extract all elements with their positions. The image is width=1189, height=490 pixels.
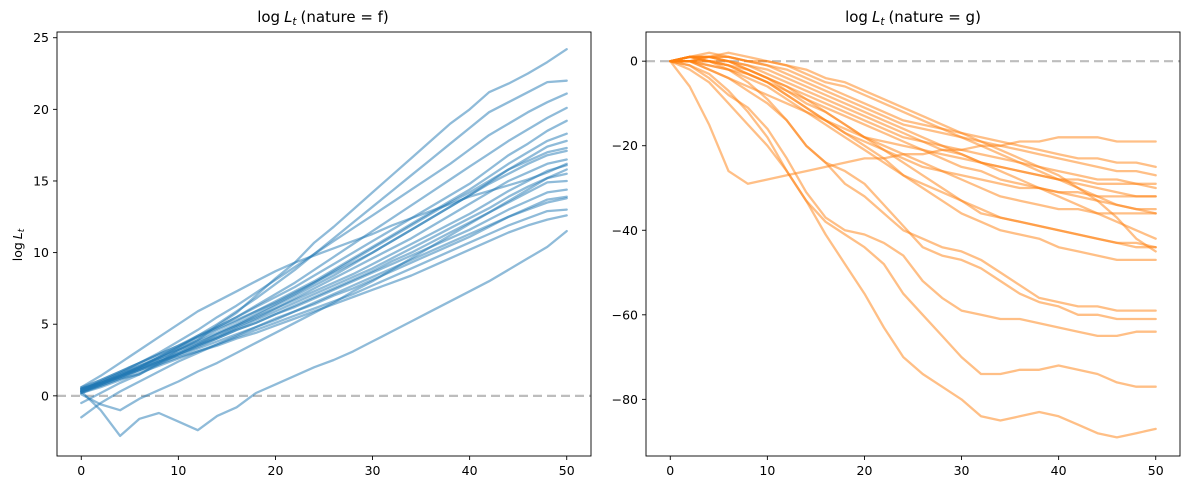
left-y-tick-label: 15 <box>33 173 49 188</box>
right-series-line-18 <box>669 55 1157 240</box>
left-axes-frame <box>56 31 592 457</box>
right-y-tick-label: −20 <box>612 138 638 153</box>
left-title-nature: (nature = f) <box>301 8 389 26</box>
left-y-tick-label: 5 <box>41 317 49 332</box>
left-x-tick-label: 30 <box>365 463 381 478</box>
right-y-tick-label: −80 <box>612 392 638 407</box>
left-y-tick-label: 0 <box>41 388 49 403</box>
right-title-log: log <box>845 8 868 26</box>
left-title-L: L <box>284 8 292 26</box>
left-series-line-11 <box>80 164 568 393</box>
left-series-line-18 <box>80 229 568 438</box>
left-series-line-6 <box>80 132 568 390</box>
right-x-tick-label: 50 <box>1148 463 1164 478</box>
right-series-line-5 <box>669 55 1157 321</box>
left-series-lines <box>80 48 568 438</box>
left-x-tick-label: 0 <box>77 463 85 478</box>
left-title-log: log <box>257 8 280 26</box>
right-title-nature: (nature = g) <box>888 8 980 26</box>
right-series-line-2 <box>669 60 1157 439</box>
left-x-tick-label: 10 <box>170 463 186 478</box>
right-series-line-6 <box>669 60 1157 312</box>
right-series-line-16 <box>669 55 1157 253</box>
left-y-tick-label: 20 <box>33 102 49 117</box>
left-x-tick-label: 20 <box>268 463 284 478</box>
right-series-lines <box>669 51 1157 439</box>
right-axes-panel: log Lt (nature = g) 0 10 20 30 40 50 0 −20 −40 −60 −… <box>612 8 1181 478</box>
right-series-line-3 <box>669 60 1157 388</box>
left-ylabel-log: log <box>10 242 25 261</box>
right-y-tick-label: −60 <box>612 307 638 322</box>
right-x-tick-label: 40 <box>1051 463 1067 478</box>
left-axes-title: log Lt (nature = f) <box>257 8 389 28</box>
left-ylabel-L: L <box>10 232 25 239</box>
right-axes-title: log Lt (nature = g) <box>845 8 981 28</box>
right-title-L: L <box>872 8 880 26</box>
right-ticks: 0 10 20 30 40 50 0 −20 −40 −60 −80 <box>612 54 1164 478</box>
right-series-line-19 <box>669 60 1157 190</box>
right-y-tick-label: −40 <box>612 223 638 238</box>
left-series-line-20 <box>80 162 568 389</box>
left-series-line-3 <box>80 92 568 392</box>
left-series-line-9 <box>80 149 568 390</box>
right-series-line-4 <box>669 60 1157 338</box>
right-axes-frame <box>645 31 1181 457</box>
left-y-tick-label: 25 <box>33 30 49 45</box>
right-x-tick-label: 30 <box>954 463 970 478</box>
left-series-line-21 <box>80 214 568 395</box>
left-ticks: 0 10 20 30 40 50 0 5 10 15 20 25 <box>33 30 575 478</box>
right-title-subscript-t: t <box>880 16 885 28</box>
left-series-line-12 <box>80 172 568 392</box>
left-title-subscript-t: t <box>292 16 297 28</box>
left-series-line-17 <box>80 208 568 390</box>
left-ylabel-subscript-t: t <box>17 228 27 232</box>
right-series-line-20 <box>669 55 1157 249</box>
left-series-line-15 <box>80 195 568 392</box>
left-y-axis-label: log Lt <box>10 228 27 261</box>
right-x-tick-label: 0 <box>666 463 674 478</box>
right-y-tick-label: 0 <box>630 54 638 69</box>
left-y-tick-label: 10 <box>33 245 49 260</box>
right-series-line-1 <box>669 60 1157 185</box>
right-x-tick-label: 20 <box>857 463 873 478</box>
left-series-line-16 <box>80 197 568 419</box>
right-series-line-17 <box>669 60 1157 198</box>
left-axes-panel: log Lt (nature = f) logLt 0 10 20 30 40 5005101… <box>10 8 592 478</box>
right-x-tick-label: 10 <box>759 463 775 478</box>
left-x-tick-label: 40 <box>462 463 478 478</box>
left-x-tick-label: 50 <box>559 463 575 478</box>
